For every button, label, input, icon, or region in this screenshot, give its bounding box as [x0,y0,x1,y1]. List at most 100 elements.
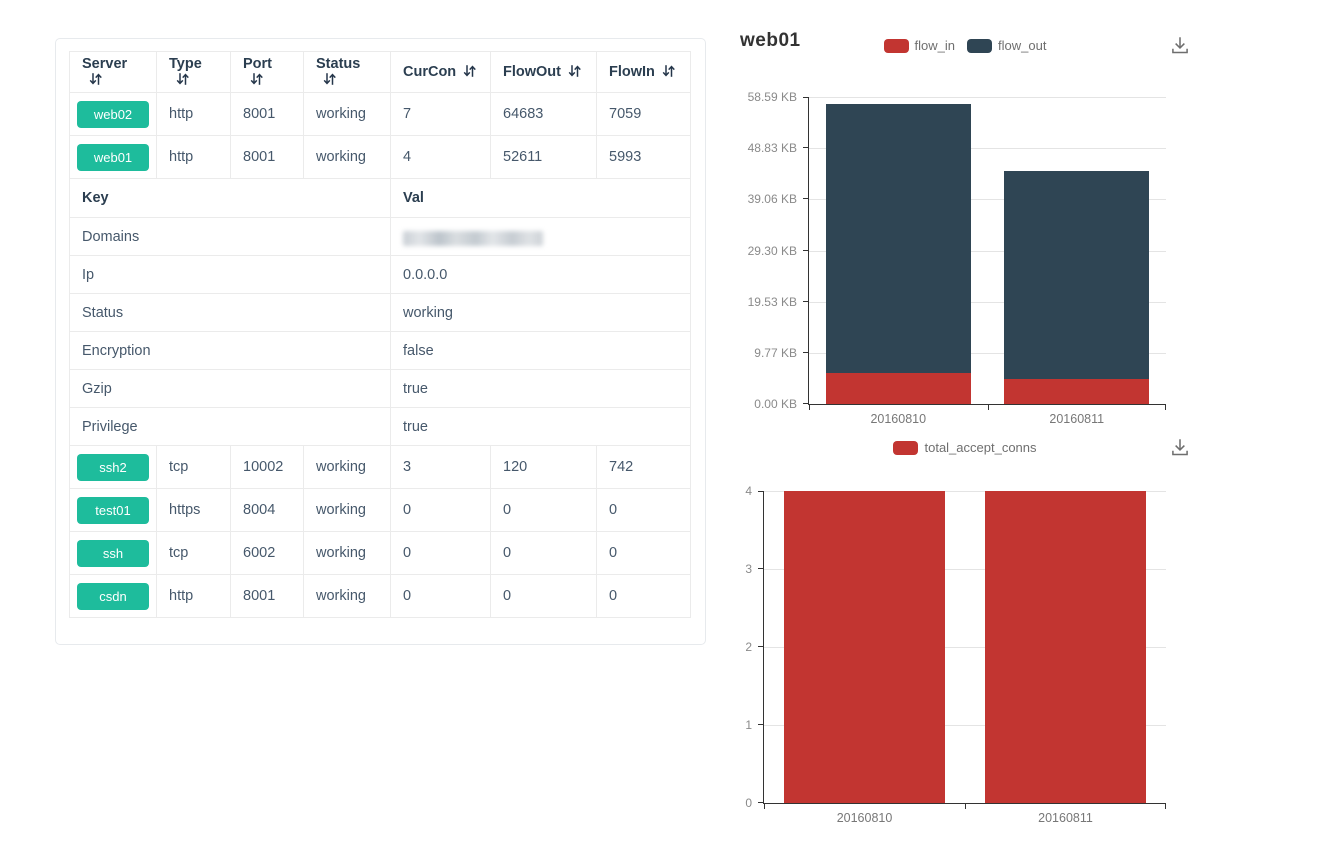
curcon-cell: 4 [390,135,491,179]
sort-icon[interactable] [250,72,263,86]
gridline [764,647,1166,648]
column-label: Type [169,56,202,72]
flow-chart-legend: flow_in flow_out [730,38,1200,53]
bar-flow_in[interactable] [825,373,971,404]
bar-flow_out[interactable] [1004,171,1150,380]
bar-flow_out[interactable] [825,104,971,374]
detail-key: Privilege [69,407,391,446]
port-cell: 8001 [230,135,304,179]
server-table: Server Type Port Status CurCon FlowOut [69,51,691,618]
table-row[interactable]: web01 http 8001 working 4 52611 5993 [69,135,691,179]
sort-icon[interactable] [662,64,675,78]
gridline [764,569,1166,570]
detail-row-domains: Domains [69,217,691,256]
table-row[interactable]: ssh tcp 6002 working 0 0 0 [69,531,691,575]
detail-key-header: Key [69,178,391,218]
flowout-cell: 52611 [490,135,597,179]
y-axis-label: 29.30 KB [747,243,797,258]
legend-item-flow_out[interactable]: flow_out [967,38,1046,53]
download-icon[interactable] [1168,436,1192,460]
download-icon[interactable] [1168,34,1192,58]
sort-icon[interactable] [463,64,477,78]
y-axis-label: 39.06 KB [747,192,797,207]
sort-icon[interactable] [568,64,581,78]
detail-val: 0.0.0.0 [390,255,691,294]
server-badge[interactable]: ssh [77,539,149,567]
flowin-cell: 742 [596,445,691,489]
column-header-type[interactable]: Type [156,51,231,93]
server-badge[interactable]: web02 [77,100,149,128]
column-header-port[interactable]: Port [230,51,304,93]
gridline [764,491,1166,492]
x-axis-tick [1165,803,1166,809]
conns-chart-panel: total_accept_conns 0 1 2 3 4 20160810 20160811 [730,430,1200,850]
server-badge[interactable]: csdn [77,582,149,610]
bar-total_accept_conns[interactable] [784,491,945,803]
detail-key: Encryption [69,331,391,370]
type-cell: tcp [156,445,231,489]
legend-item-flow_in[interactable]: flow_in [883,38,956,53]
curcon-cell: 3 [390,445,491,489]
y-axis-label: 3 [745,562,752,576]
table-row[interactable]: test01 https 8004 working 0 0 0 [69,488,691,532]
legend-label: flow_in [914,38,956,53]
bar-total_accept_conns[interactable] [985,491,1146,803]
status-cell: working [303,92,391,136]
sort-icon[interactable] [176,72,189,86]
server-cell: web02 [69,92,157,136]
y-axis-tick [758,491,764,492]
y-axis-tick [803,403,809,404]
column-header-server[interactable]: Server [69,51,157,93]
y-axis-tick [758,568,764,569]
curcon-cell: 0 [390,574,491,618]
table-header-row: Server Type Port Status CurCon FlowOut [69,51,691,93]
server-cell: web01 [69,135,157,179]
column-header-flowin[interactable]: FlowIn [596,51,691,93]
detail-key: Domains [69,217,391,256]
flowout-cell: 120 [490,445,597,489]
flowin-cell: 0 [596,574,691,618]
y-axis-label: 2 [745,640,752,654]
type-cell: http [156,92,231,136]
server-badge[interactable]: ssh2 [77,453,149,481]
column-header-flowout[interactable]: FlowOut [490,51,597,93]
column-label: Status [316,56,361,72]
flowin-cell: 0 [596,488,691,532]
server-badge[interactable]: web01 [77,143,149,171]
flowout-cell: 64683 [490,92,597,136]
y-axis-tick [758,724,764,725]
table-row[interactable]: ssh2 tcp 10002 working 3 120 742 [69,445,691,489]
detail-row-encryption: Encryption false [69,331,691,370]
column-header-curcon[interactable]: CurCon [390,51,491,93]
port-cell: 8004 [230,488,304,532]
flowout-cell: 0 [490,488,597,532]
gridline [809,97,1166,98]
flow-chart-panel: web01 flow_in flow_out 0.00 KB 9.77 KB 19.5… [730,0,1200,430]
x-axis-tick [1165,404,1166,410]
flowin-cell: 7059 [596,92,691,136]
detail-key: Status [69,293,391,332]
column-header-status[interactable]: Status [303,51,391,93]
sort-icon[interactable] [89,72,102,86]
status-cell: working [303,445,391,489]
detail-row-gzip: Gzip true [69,369,691,408]
table-row[interactable]: web02 http 8001 working 7 64683 7059 [69,92,691,136]
server-cell: test01 [69,488,157,532]
port-cell: 8001 [230,92,304,136]
detail-row-privilege: Privilege true [69,407,691,446]
legend-item-total_accept_conns[interactable]: total_accept_conns [893,440,1037,455]
bar-flow_in[interactable] [1004,379,1150,404]
chart-title: web01 [740,30,801,51]
table-row[interactable]: csdn http 8001 working 0 0 0 [69,574,691,618]
port-cell: 6002 [230,531,304,575]
type-cell: tcp [156,531,231,575]
sort-icon[interactable] [323,72,336,86]
legend-swatch [893,440,919,455]
legend-swatch [967,38,993,53]
x-axis-label: 20160811 [1038,811,1093,825]
column-label: Server [82,56,128,72]
port-cell: 10002 [230,445,304,489]
flowout-cell: 0 [490,531,597,575]
server-badge[interactable]: test01 [77,496,149,524]
